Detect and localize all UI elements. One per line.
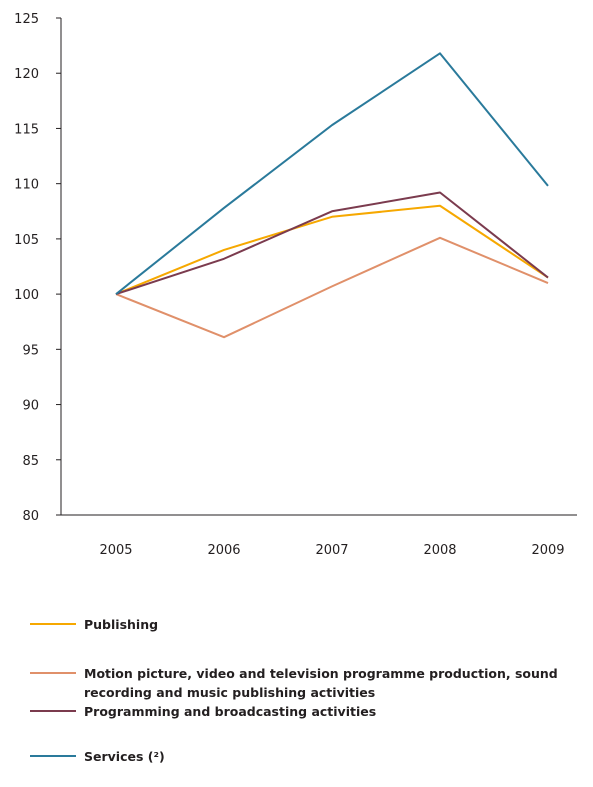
x-axis-ticks: 2005 2006 2007 2008 2009	[99, 543, 564, 558]
series-lines	[115, 52, 549, 339]
legend-item: Programming and broadcasting activities	[30, 702, 570, 721]
legend-label: Motion picture, video and television pro…	[84, 666, 558, 700]
legend-label: Services (²)	[84, 749, 165, 764]
x-tick-label: 2007	[315, 543, 348, 558]
x-tick-label: 2005	[99, 543, 132, 558]
y-tick-label: 100	[14, 288, 39, 303]
x-tick-label: 2009	[531, 543, 564, 558]
x-tick-label: 2008	[423, 543, 456, 558]
legend-swatch	[30, 672, 76, 674]
series-line-2	[115, 191, 549, 296]
y-tick-label: 80	[22, 509, 39, 524]
y-tick-label: 110	[14, 178, 39, 193]
legend-label: Programming and broadcasting activities	[84, 704, 377, 719]
y-tick-label: 95	[22, 343, 39, 358]
legend-swatch	[30, 755, 76, 757]
y-tick-label: 85	[22, 454, 39, 469]
y-tick-label: 105	[14, 233, 39, 248]
legend-item: Motion picture, video and television pro…	[30, 664, 570, 702]
legend-item: Publishing	[30, 615, 570, 634]
y-tick-label: 125	[14, 12, 39, 27]
legend-item: Services (²)	[30, 747, 570, 766]
y-tick-label: 90	[22, 399, 39, 414]
legend: Publishing Motion picture, video and tele…	[30, 615, 570, 766]
legend-label: Publishing	[84, 617, 159, 632]
legend-swatch	[30, 710, 76, 712]
series-line-1	[115, 236, 549, 339]
y-tick-label: 120	[14, 67, 39, 82]
y-tick-label: 115	[14, 122, 39, 137]
series-line-0	[115, 204, 549, 296]
y-axis-ticks: 80 85 90 95 100 105 110 115 120 125	[14, 12, 61, 524]
x-tick-label: 2006	[207, 543, 240, 558]
series-line-3	[115, 52, 549, 295]
legend-swatch	[30, 623, 76, 625]
